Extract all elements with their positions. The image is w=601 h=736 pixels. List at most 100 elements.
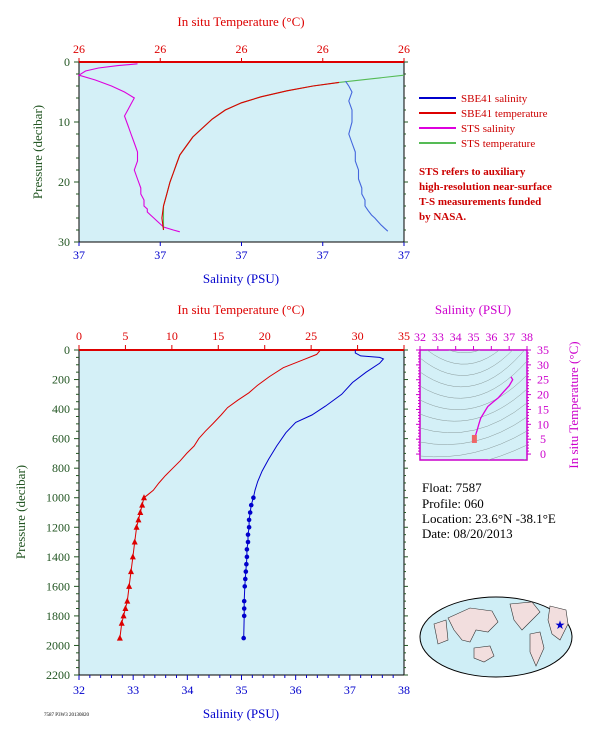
salinity-marker	[244, 561, 249, 567]
legend: SBE41 salinity SBE41 temperature STS sal…	[419, 93, 548, 150]
salinity-profile-line	[243, 350, 385, 639]
map-landmass-australia	[473, 645, 495, 663]
top-tick-label: 26	[154, 42, 166, 56]
date: Date: 08/20/2013	[422, 526, 513, 541]
full-profile-plot-area	[78, 349, 405, 676]
ts-temp-tick-label: 10	[537, 417, 549, 431]
pressure-tick-label: 600	[52, 432, 70, 446]
pressure-tick-label: 1400	[46, 550, 70, 564]
pressure-tick-label: 1000	[46, 491, 70, 505]
isopycnal-line	[420, 350, 513, 376]
full-profile-top-axis-title: In situ Temperature (°C)	[177, 302, 304, 317]
temp-tick-label: 30	[352, 329, 364, 343]
temp-tick-label: 15	[212, 329, 224, 343]
float-info: Float: 7587 Profile: 060 Location: 23.6°…	[422, 480, 556, 541]
pressure-tick-label: 800	[52, 461, 70, 475]
bottom-tick-label: 37	[236, 248, 248, 262]
isopycnal-line	[426, 350, 500, 365]
temperature-marker	[120, 612, 127, 619]
series-line-sbe41-temperature	[161, 81, 340, 231]
y-tick-label: 20	[58, 175, 70, 189]
full-profile-bottom-ticks: 32 33 34 35 36 37 38	[73, 675, 410, 697]
temperature-marker	[116, 634, 123, 641]
float-id: Float: 7587	[422, 480, 482, 495]
temperature-marker	[141, 494, 147, 501]
salinity-marker	[245, 532, 251, 537]
temp-tick-label: 5	[122, 329, 128, 343]
temp-tick-label: 0	[76, 329, 82, 343]
series-line-sbe41-salinity	[345, 80, 389, 232]
salinity-marker	[246, 517, 252, 523]
pressure-tick-label: 2200	[46, 668, 70, 682]
ts-temp-tick-label: 35	[537, 343, 549, 357]
near-surface-top-axis-title: In situ Temperature (°C)	[177, 14, 304, 29]
map-landmass-asia	[447, 607, 499, 643]
near-surface-bottom-axis-title: Salinity (PSU)	[203, 271, 279, 286]
ts-temp-tick-label: 5	[540, 432, 546, 446]
salinity-marker	[241, 613, 247, 619]
ts-sal-tick-label: 33	[432, 330, 444, 344]
pressure-tick-label: 200	[52, 373, 70, 387]
note-line-3: T-S measurements funded	[419, 196, 541, 208]
salinity-marker	[247, 510, 253, 515]
map-landmass-east-africa	[433, 619, 449, 645]
ts-right-axis-title: In situ Temperature (°C)	[566, 341, 581, 468]
pressure-tick-label: 2000	[46, 638, 70, 652]
note-line-2: high-resolution near-surface	[419, 181, 552, 193]
temperature-marker	[124, 597, 131, 604]
isopycnal-line	[420, 374, 527, 410]
pressure-tick-label: 0	[64, 343, 70, 357]
ts-deep-cluster	[471, 434, 477, 443]
ts-lines	[471, 376, 514, 443]
sal-tick-label: 34	[181, 683, 193, 697]
ts-sal-tick-label: 36	[485, 330, 497, 344]
ts-temp-tick-label: 20	[537, 388, 549, 402]
sal-tick-label: 33	[127, 683, 139, 697]
legend-label-sbe41-temperature: SBE41 temperature	[461, 108, 548, 120]
location: Location: 23.6°N -38.1°E	[422, 511, 556, 526]
isopycnal-line	[420, 402, 527, 434]
full-profile-y-ticks: 0 200 400 600 800 1000 1200 1400 1600 1800 2000 220…	[46, 343, 408, 682]
full-profile-chart: In situ Temperature (°C) Salinity (PSU) …	[13, 302, 410, 721]
near-surface-y-axis-title: Pressure (decibar)	[30, 105, 45, 199]
salinity-marker	[246, 524, 252, 530]
ts-sal-tick-label: 37	[503, 330, 515, 344]
temperature-marker	[118, 619, 125, 626]
temperature-marker	[135, 516, 142, 523]
temperature-profile-line	[119, 349, 321, 639]
top-tick-label: 26	[317, 42, 329, 56]
sts-note: STS refers to auxiliary high-resolution …	[419, 166, 552, 223]
salinity-marker	[241, 635, 246, 641]
full-profile-lines	[116, 349, 385, 641]
ts-sal-tick-label: 35	[468, 330, 480, 344]
ts-diagram-chart: Salinity (PSU) In situ Temperature (°C) …	[414, 302, 581, 469]
sal-tick-label: 32	[73, 683, 85, 697]
salinity-marker	[243, 569, 249, 574]
salinity-marker	[251, 495, 256, 501]
temperature-marker	[128, 568, 134, 575]
isopycnal-line	[420, 360, 527, 399]
temperature-marker	[126, 582, 133, 589]
ts-temp-tick-label: 25	[537, 373, 549, 387]
bottom-tick-label: 37	[398, 248, 410, 262]
y-tick-label: 0	[64, 55, 70, 69]
isopycnal-line	[420, 350, 525, 387]
footnote: 7587 P3W3 20130820	[44, 713, 90, 718]
world-map: ★	[419, 596, 573, 678]
ts-plot-area	[419, 349, 528, 461]
pressure-tick-label: 400	[52, 402, 70, 416]
legend-label-sts-salinity: STS salinity	[461, 123, 516, 135]
near-surface-top-ticks: 26 26 26 26 26	[73, 42, 410, 62]
temperature-marker	[133, 523, 140, 530]
isopycnal-line	[420, 388, 527, 422]
temp-tick-label: 20	[259, 329, 271, 343]
temperature-marker	[137, 509, 144, 515]
near-surface-y-ticks: 0 10 20 30	[58, 55, 408, 249]
temperature-marker	[129, 553, 136, 560]
ts-top-axis-title: Salinity (PSU)	[435, 302, 511, 317]
salinity-marker	[244, 547, 250, 552]
temperature-marker	[131, 538, 138, 545]
ts-sal-tick-label: 38	[521, 330, 533, 344]
full-profile-y-axis-title: Pressure (decibar)	[13, 465, 28, 559]
